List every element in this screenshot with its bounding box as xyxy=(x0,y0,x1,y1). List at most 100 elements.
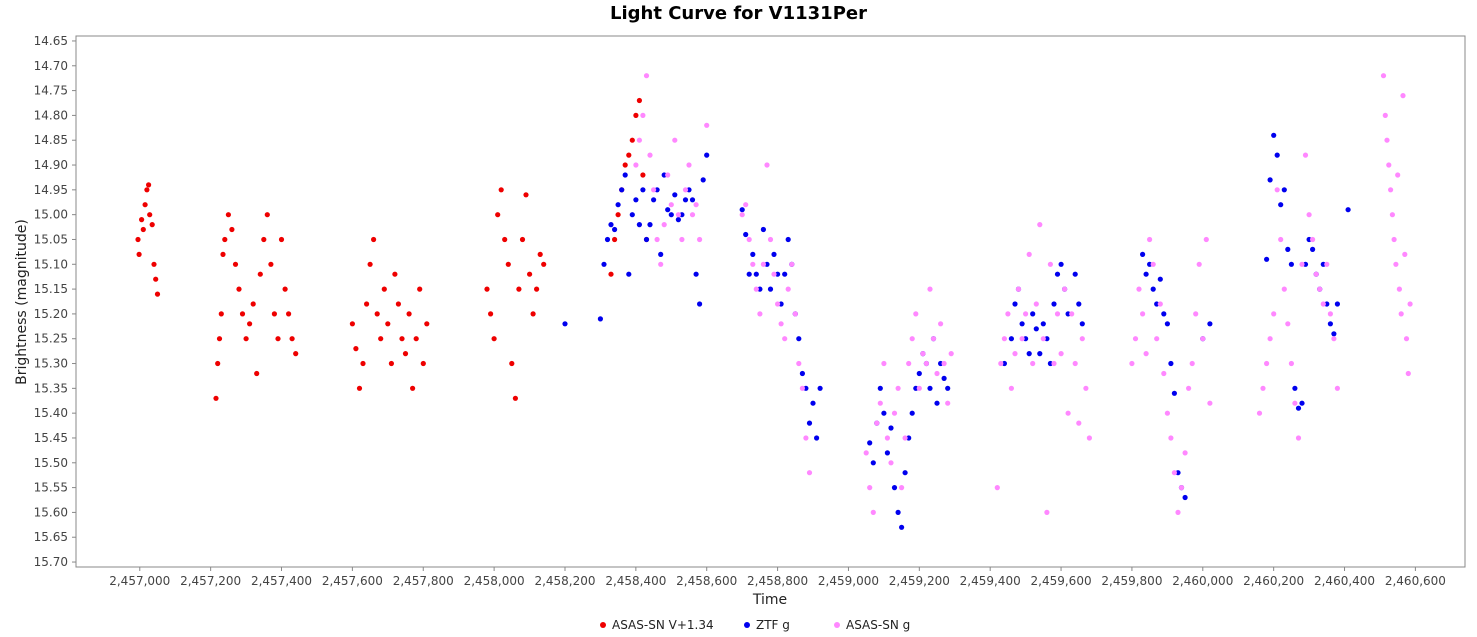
data-point xyxy=(891,485,898,491)
data-point xyxy=(1299,261,1305,267)
data-point xyxy=(1207,400,1213,406)
y-tick-label: 15.40 xyxy=(34,406,68,420)
data-point xyxy=(1317,286,1323,292)
data-point xyxy=(626,152,632,158)
data-point xyxy=(367,261,373,267)
data-point xyxy=(612,236,618,243)
data-point xyxy=(700,177,706,183)
data-point xyxy=(417,286,423,292)
series-asas-sn-g xyxy=(633,73,1413,515)
data-point xyxy=(502,236,508,243)
data-point xyxy=(1281,187,1287,193)
legend-marker xyxy=(834,622,840,628)
data-point xyxy=(810,400,816,406)
data-point xyxy=(775,271,781,277)
data-point xyxy=(750,251,756,257)
legend-label: ASAS-SN V+1.34 xyxy=(612,618,714,632)
data-point xyxy=(785,236,791,243)
data-point xyxy=(293,351,299,357)
data-point xyxy=(948,351,954,357)
data-point xyxy=(1393,261,1399,267)
x-tick-label: 2,457,200 xyxy=(180,574,241,588)
y-tick-label: 14.70 xyxy=(34,59,68,73)
data-point xyxy=(881,410,887,416)
data-point xyxy=(760,261,767,267)
data-point xyxy=(385,321,391,327)
data-point xyxy=(1044,509,1050,515)
data-point xyxy=(1278,236,1284,243)
data-point xyxy=(153,276,159,282)
data-point xyxy=(778,321,784,327)
data-point xyxy=(1389,212,1395,218)
data-point xyxy=(392,271,398,277)
y-tick-label: 15.30 xyxy=(34,357,68,371)
data-point xyxy=(941,360,947,367)
data-point xyxy=(1143,351,1149,357)
x-tick-label: 2,458,200 xyxy=(534,574,595,588)
data-point xyxy=(884,435,891,441)
data-point xyxy=(1380,73,1387,79)
legend-marker xyxy=(744,622,750,628)
data-point xyxy=(891,410,898,416)
data-point xyxy=(222,236,228,243)
data-point xyxy=(640,112,646,118)
data-point xyxy=(140,226,146,233)
data-point xyxy=(945,400,951,406)
data-point xyxy=(1324,261,1330,267)
data-point xyxy=(697,236,703,243)
data-point xyxy=(927,385,933,391)
y-tick-label: 14.80 xyxy=(34,108,68,122)
data-point xyxy=(1157,276,1163,282)
data-point xyxy=(250,301,256,307)
data-point xyxy=(1178,485,1185,491)
data-point xyxy=(746,271,752,277)
data-point xyxy=(410,385,416,391)
data-point xyxy=(1030,311,1036,317)
data-point xyxy=(1033,301,1039,307)
data-point xyxy=(1274,152,1280,158)
data-point xyxy=(899,485,905,491)
y-axis-label: Brightness (magnitude) xyxy=(14,219,30,385)
data-point xyxy=(704,152,710,158)
data-point xyxy=(1288,261,1294,267)
data-point xyxy=(994,485,1000,491)
data-point xyxy=(697,301,703,307)
data-point xyxy=(771,251,777,257)
data-point xyxy=(626,271,632,277)
x-tick-label: 2,459,200 xyxy=(889,574,950,588)
data-point xyxy=(888,460,894,466)
y-axis: 14.65 14.70 14.75 14.80 14.85 14.90 14.95 15.00… xyxy=(34,34,76,569)
data-point xyxy=(693,202,699,208)
data-point xyxy=(1140,251,1146,257)
data-point xyxy=(1278,202,1284,208)
legend: ASAS-SN V+1.34 ZTF g ASAS-SN g xyxy=(0,618,1477,636)
data-point xyxy=(1079,321,1085,327)
data-point xyxy=(364,301,370,307)
data-point xyxy=(1256,410,1263,416)
data-point xyxy=(1026,251,1032,257)
legend-item: ASAS-SN V+1.34 xyxy=(600,618,714,632)
data-point xyxy=(1012,351,1018,357)
data-point xyxy=(817,385,823,391)
data-point xyxy=(1388,187,1394,193)
data-point xyxy=(353,346,359,352)
data-point xyxy=(647,222,653,228)
data-point xyxy=(1175,470,1181,476)
data-point xyxy=(906,360,912,367)
data-point xyxy=(1306,212,1312,218)
y-tick-label: 15.15 xyxy=(34,282,68,296)
x-tick-label: 2,460,200 xyxy=(1243,574,1304,588)
data-point xyxy=(863,450,869,456)
data-point xyxy=(682,197,689,203)
data-point xyxy=(1054,311,1061,317)
data-point xyxy=(1310,236,1316,243)
data-point xyxy=(1285,246,1291,252)
chart-title: Light Curve for V1131Per xyxy=(610,3,867,24)
data-point xyxy=(909,410,915,416)
data-point xyxy=(1281,286,1287,292)
data-point xyxy=(1171,470,1177,476)
data-point xyxy=(381,286,387,292)
data-point xyxy=(213,395,219,401)
data-point xyxy=(1150,261,1156,267)
data-point xyxy=(218,311,224,317)
